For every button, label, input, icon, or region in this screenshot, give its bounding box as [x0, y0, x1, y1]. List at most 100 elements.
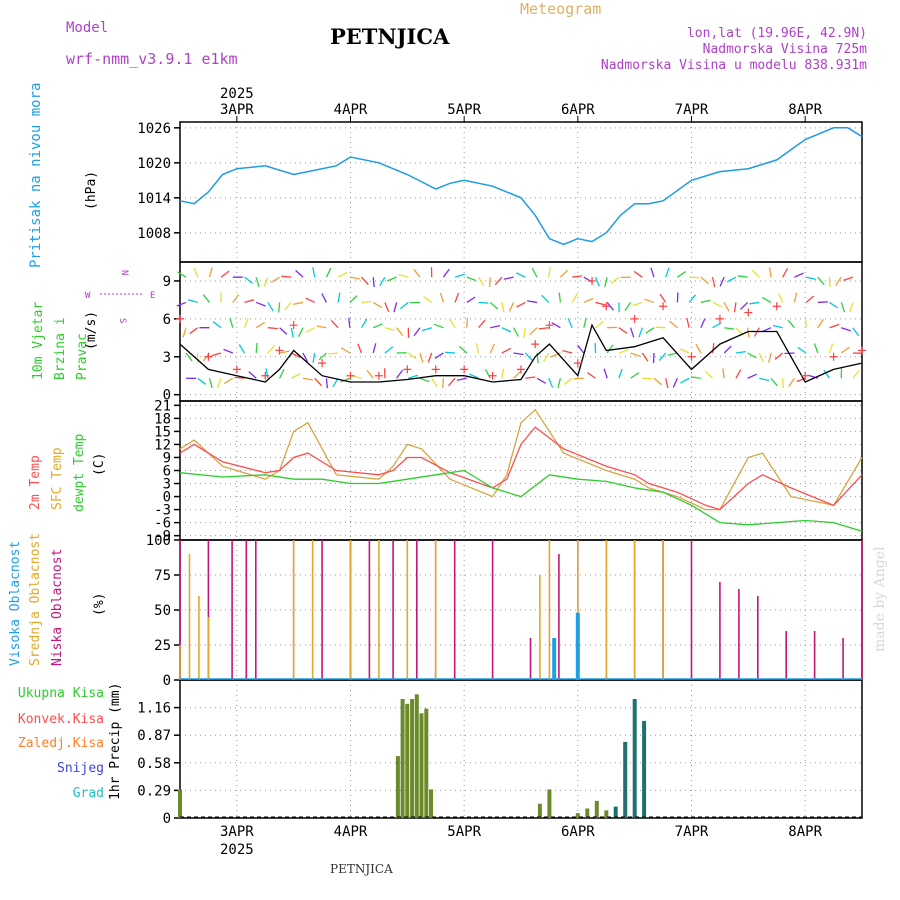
wind-barb	[571, 293, 578, 303]
wind-barb	[513, 370, 522, 379]
wind-barb	[243, 318, 249, 328]
wind-barb	[445, 351, 456, 354]
wind-barb	[787, 319, 795, 329]
footer-station: PETNJICA	[330, 862, 393, 876]
gust-marker	[318, 359, 327, 368]
wind-barb	[298, 327, 304, 337]
wind-barb	[478, 301, 489, 304]
wind-barb	[442, 378, 445, 389]
wind-barb	[723, 302, 730, 312]
wind-barb	[255, 342, 258, 354]
precip-bar	[613, 806, 618, 818]
wind-barb	[704, 370, 713, 379]
wind-barb	[384, 346, 394, 354]
cloud-bar	[207, 540, 210, 680]
gust-marker	[659, 302, 668, 311]
wind-barb	[645, 327, 655, 334]
gust-marker	[431, 365, 440, 374]
wind-barb	[469, 373, 479, 379]
wind-barb	[501, 327, 512, 333]
wind-barb	[747, 373, 757, 379]
y-tick-label: 3	[163, 350, 171, 366]
wind-barb	[434, 352, 444, 359]
wind-barb	[843, 276, 854, 282]
precip-bar	[429, 789, 433, 818]
cloud-bar	[198, 596, 200, 680]
wind-barb	[642, 377, 653, 380]
wind-barb	[234, 376, 245, 379]
cloud-bar	[311, 540, 314, 680]
wind-barb	[398, 273, 409, 278]
cloud-bar	[491, 540, 494, 680]
cloud-bar	[188, 554, 191, 680]
cloud-bar	[378, 540, 380, 680]
cloud-bar	[785, 631, 787, 680]
wind-unit: (m/s)	[84, 310, 99, 350]
wind-barb	[606, 302, 615, 311]
wind-barb	[340, 347, 351, 354]
y-tick-label: -3	[154, 503, 171, 519]
wind-barb	[302, 377, 313, 381]
wind-barb	[655, 326, 666, 329]
wind-barb	[686, 317, 690, 328]
wind-barb	[295, 270, 304, 278]
watermark: made by Angel	[872, 546, 888, 653]
wind-barb	[618, 368, 623, 379]
cloud-bar	[842, 638, 844, 680]
wind-barb	[516, 301, 526, 308]
wind-barb	[187, 299, 198, 304]
gust-marker	[517, 365, 525, 374]
wind-barb	[393, 302, 398, 313]
wind-barb	[419, 352, 424, 363]
wind-barb	[527, 300, 538, 304]
gust-marker	[488, 371, 497, 380]
cloud-bar	[453, 540, 456, 680]
wind-barb	[211, 352, 222, 357]
wind-barb	[840, 327, 851, 332]
wind-barb	[852, 327, 860, 337]
cloud-bar	[548, 540, 551, 680]
bottom-year-label: 2025	[220, 842, 254, 858]
top-date-label: 8APR	[788, 102, 822, 118]
wind-barb	[536, 377, 547, 384]
top-date-label: 6APR	[561, 102, 595, 118]
wind-barb	[212, 321, 222, 329]
wind-barb	[700, 299, 711, 304]
wind-barb	[185, 352, 193, 362]
wind-barb	[828, 277, 831, 288]
temp-label-dew: dewpt Temp	[72, 433, 87, 512]
wind-barb	[606, 344, 614, 354]
compass-s: S	[117, 318, 127, 323]
precip-bar	[604, 810, 609, 818]
gust-marker	[687, 352, 696, 361]
y-tick-label: 3	[163, 477, 171, 493]
wind-barb	[594, 276, 600, 287]
wind-barb	[337, 272, 348, 278]
wind-barb	[279, 327, 288, 335]
y-tick-label: 21	[154, 398, 171, 414]
gust-marker	[232, 365, 241, 374]
wind-barb	[711, 277, 716, 288]
y-tick-label: 0.29	[137, 783, 171, 799]
wind-barb	[427, 352, 433, 363]
cloud-bar	[368, 540, 371, 680]
wind-barb	[223, 348, 234, 354]
wind-barb	[737, 275, 748, 278]
model-label: Model	[66, 20, 109, 36]
wind-barb	[279, 350, 290, 354]
y-tick-label: 9	[163, 450, 171, 466]
bottom-date-label: 7APR	[675, 824, 709, 840]
wind-barb	[312, 267, 316, 278]
gust-marker	[346, 371, 355, 380]
wind-barb	[267, 302, 274, 312]
gust-marker	[176, 314, 184, 323]
wind-barb	[572, 275, 583, 278]
compass-n: N	[119, 270, 129, 275]
wind-barb	[722, 368, 725, 379]
y-tick-label: 0.58	[137, 756, 171, 772]
gust-marker	[744, 308, 753, 317]
wind-barb	[641, 352, 649, 362]
bottom-date-label: 3APR	[220, 824, 254, 840]
wind-barb	[604, 277, 608, 288]
wind-barb	[278, 302, 281, 313]
